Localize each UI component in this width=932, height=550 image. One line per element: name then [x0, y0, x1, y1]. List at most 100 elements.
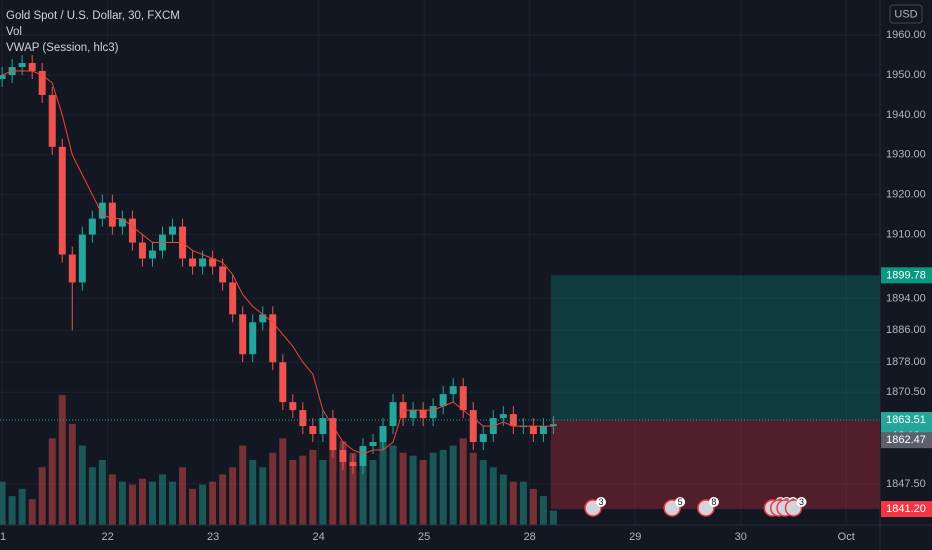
y-tick-label: 1894.00: [886, 292, 926, 304]
volume-bar: [359, 455, 367, 525]
event-badge: [675, 497, 686, 507]
volume-bar: [479, 460, 487, 525]
candle-body: [469, 410, 477, 443]
candle-body: [419, 410, 427, 419]
candle-body: [539, 426, 547, 435]
y-tick-label: 1950.00: [886, 69, 926, 81]
event-badge: [796, 497, 807, 507]
x-tick-label: 25: [418, 531, 430, 543]
volume-bar: [319, 460, 327, 525]
y-tick-label: 1940.00: [886, 109, 926, 121]
volume-bar: [549, 510, 557, 525]
volume-bar: [199, 484, 207, 525]
volume-bar: [68, 423, 76, 525]
candle-body: [409, 410, 417, 419]
volume-bar: [299, 455, 307, 525]
target-label: 1899.78: [886, 269, 926, 281]
volume-bar: [519, 481, 527, 525]
x-tick-label: 23: [207, 531, 219, 543]
candle-body: [249, 322, 257, 355]
volume-bar: [118, 481, 126, 525]
candle-body: [189, 258, 197, 267]
candle-body: [239, 314, 247, 355]
x-tick-label: 30: [735, 531, 747, 543]
candle-body: [128, 218, 136, 243]
volume-bar: [439, 449, 447, 525]
y-tick-label: 1847.50: [886, 478, 926, 490]
volume-bar: [539, 496, 547, 525]
volume-bar: [389, 445, 397, 525]
candle-body: [68, 254, 76, 283]
volume-bar: [169, 481, 177, 525]
candle-body: [369, 442, 377, 447]
candle-body: [379, 426, 387, 443]
y-tick-label: 1920.00: [886, 189, 926, 201]
candle-body: [98, 202, 106, 219]
x-tick-label: 29: [629, 531, 641, 543]
candle-body: [0, 75, 6, 79]
y-tick-label: 1870.50: [886, 386, 926, 398]
candle-body: [28, 63, 36, 72]
volume-bar: [369, 460, 377, 525]
volume-bar: [429, 452, 437, 525]
event-count: 5: [678, 497, 683, 507]
candle-body: [18, 63, 26, 68]
candle-body: [148, 250, 156, 259]
vwap-line: [1, 70, 554, 455]
candle-body: [118, 218, 126, 227]
volume-bar: [179, 467, 187, 525]
candle-body: [269, 314, 277, 363]
last-price-label: 1862.47: [886, 434, 926, 446]
volume-bar: [379, 438, 387, 525]
candle-body: [549, 424, 557, 427]
volume-bar: [0, 481, 6, 525]
candle-body: [48, 94, 56, 147]
y-tick-label: 1910.00: [886, 228, 926, 240]
volume-bar: [189, 488, 197, 525]
volume-bar: [28, 499, 36, 525]
y-tick-label: 1960.00: [886, 29, 926, 41]
stop-label-box: [881, 501, 932, 518]
volume-bar: [329, 445, 337, 525]
volume-bar: [148, 481, 156, 525]
volume-bar: [419, 460, 427, 525]
legend-entry: VWAP (Session, hlc3): [6, 42, 119, 54]
candle-body: [58, 146, 66, 255]
volume-bar: [98, 460, 106, 525]
y-tick-label: 1930.00: [886, 149, 926, 161]
candle-body: [169, 226, 177, 235]
volume-bar: [309, 449, 317, 525]
last-price-label-box: [881, 432, 932, 449]
currency-button[interactable]: [889, 4, 923, 24]
event-badge: [708, 497, 719, 507]
volume-bar: [128, 484, 136, 525]
volume-bar: [88, 467, 96, 525]
stop-label: 1841.20: [886, 503, 926, 515]
volume-bar: [449, 445, 457, 525]
currency[interactable]: USD: [894, 8, 917, 20]
candle-body: [38, 71, 46, 95]
candle-body: [389, 402, 397, 427]
volume-bar: [469, 452, 477, 525]
candle-body: [319, 418, 327, 435]
event-count: 3: [598, 497, 603, 507]
volume-bar: [399, 452, 407, 525]
volume-bar: [219, 474, 227, 525]
candle-body: [229, 282, 237, 315]
candle-body: [339, 450, 347, 462]
volume-bar: [499, 474, 507, 525]
candle-body: [299, 410, 307, 427]
candle-body: [138, 242, 146, 259]
candle-body: [479, 434, 487, 443]
volume-bar: [138, 478, 146, 525]
candle-body: [459, 386, 467, 411]
candle-body: [279, 362, 287, 403]
event-count: 8: [711, 497, 716, 507]
candle-body: [209, 258, 217, 267]
volume-bar: [349, 452, 357, 525]
candle-body: [529, 426, 537, 435]
volume-bar: [108, 474, 116, 525]
